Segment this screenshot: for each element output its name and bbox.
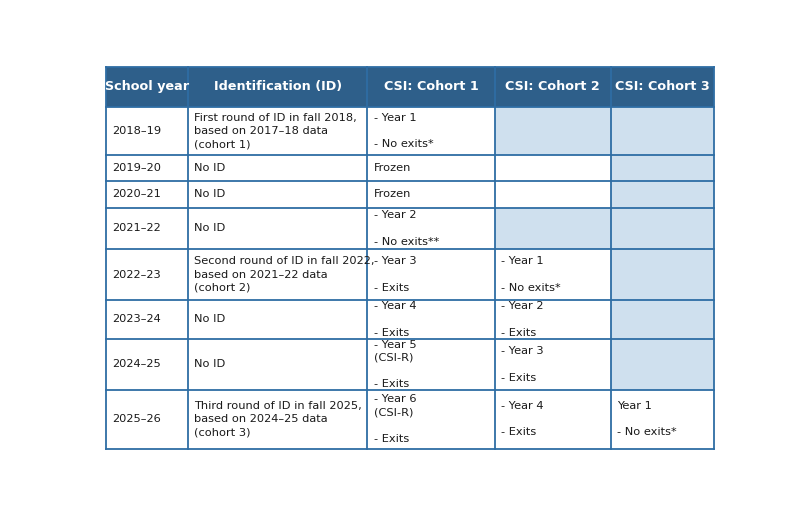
Bar [367,390,495,449]
Bar [610,390,714,449]
Bar [188,181,367,207]
Bar [106,207,188,249]
Bar [188,339,367,390]
Text: 2018–19: 2018–19 [112,126,162,136]
Bar [188,67,367,107]
Text: School year: School year [105,80,190,94]
Text: - Year 2

- Exits: - Year 2 - Exits [502,301,544,338]
Bar [367,207,495,249]
Text: - Year 4

- Exits: - Year 4 - Exits [374,301,416,338]
Bar [367,249,495,300]
Bar [495,300,610,339]
Text: Third round of ID in fall 2025,
based on 2024–25 data
(cohort 3): Third round of ID in fall 2025, based on… [194,401,362,437]
Bar [106,107,188,155]
Text: CSI: Cohort 1: CSI: Cohort 1 [384,80,478,94]
Bar [367,107,495,155]
Text: - Year 2

- No exits**: - Year 2 - No exits** [374,210,439,247]
Text: - Year 5
(CSI-R)

- Exits: - Year 5 (CSI-R) - Exits [374,340,416,389]
Bar [610,155,714,181]
Bar [495,390,610,449]
Text: 2020–21: 2020–21 [112,190,162,199]
Bar [495,107,610,155]
Bar [106,155,188,181]
Bar [610,207,714,249]
Bar [495,155,610,181]
Bar [610,339,714,390]
Bar [610,107,714,155]
Text: No ID: No ID [194,359,226,369]
Text: - Year 3

- Exits: - Year 3 - Exits [374,257,416,293]
Text: Identification (ID): Identification (ID) [214,80,342,94]
Bar [106,67,188,107]
Bar [610,181,714,207]
Text: No ID: No ID [194,314,226,324]
Bar [367,300,495,339]
Text: Frozen: Frozen [374,163,411,173]
Text: No ID: No ID [194,163,226,173]
Bar [367,339,495,390]
Text: 2023–24: 2023–24 [112,314,161,324]
Bar [188,249,367,300]
Bar [188,390,367,449]
Bar [188,155,367,181]
Text: - Year 1

- No exits*: - Year 1 - No exits* [502,257,561,293]
Bar [106,390,188,449]
Bar [610,67,714,107]
Bar [367,155,495,181]
Bar [495,181,610,207]
Bar [106,300,188,339]
Bar [106,339,188,390]
Text: 2019–20: 2019–20 [112,163,162,173]
Text: 2022–23: 2022–23 [112,269,161,280]
Text: 2024–25: 2024–25 [112,359,161,369]
Bar [610,249,714,300]
Bar [610,300,714,339]
Text: Second round of ID in fall 2022,
based on 2021–22 data
(cohort 2): Second round of ID in fall 2022, based o… [194,257,375,293]
Bar [367,67,495,107]
Bar [188,207,367,249]
Text: 2021–22: 2021–22 [112,223,161,234]
Bar [495,67,610,107]
Bar [367,181,495,207]
Bar [495,339,610,390]
Bar [188,107,367,155]
Bar [188,300,367,339]
Text: - Year 1

- No exits*: - Year 1 - No exits* [374,112,434,149]
Bar [495,249,610,300]
Bar [106,181,188,207]
Text: - Year 3

- Exits: - Year 3 - Exits [502,346,544,383]
Bar [106,249,188,300]
Text: First round of ID in fall 2018,
based on 2017–18 data
(cohort 1): First round of ID in fall 2018, based on… [194,112,357,149]
Text: 2025–26: 2025–26 [112,414,161,424]
Text: CSI: Cohort 2: CSI: Cohort 2 [506,80,600,94]
Text: No ID: No ID [194,190,226,199]
Text: No ID: No ID [194,223,226,234]
Text: - Year 6
(CSI-R)

- Exits: - Year 6 (CSI-R) - Exits [374,394,416,444]
Bar [495,207,610,249]
Text: Frozen: Frozen [374,190,411,199]
Text: - Year 4

- Exits: - Year 4 - Exits [502,401,544,437]
Text: Year 1

- No exits*: Year 1 - No exits* [617,401,676,437]
Text: CSI: Cohort 3: CSI: Cohort 3 [614,80,710,94]
